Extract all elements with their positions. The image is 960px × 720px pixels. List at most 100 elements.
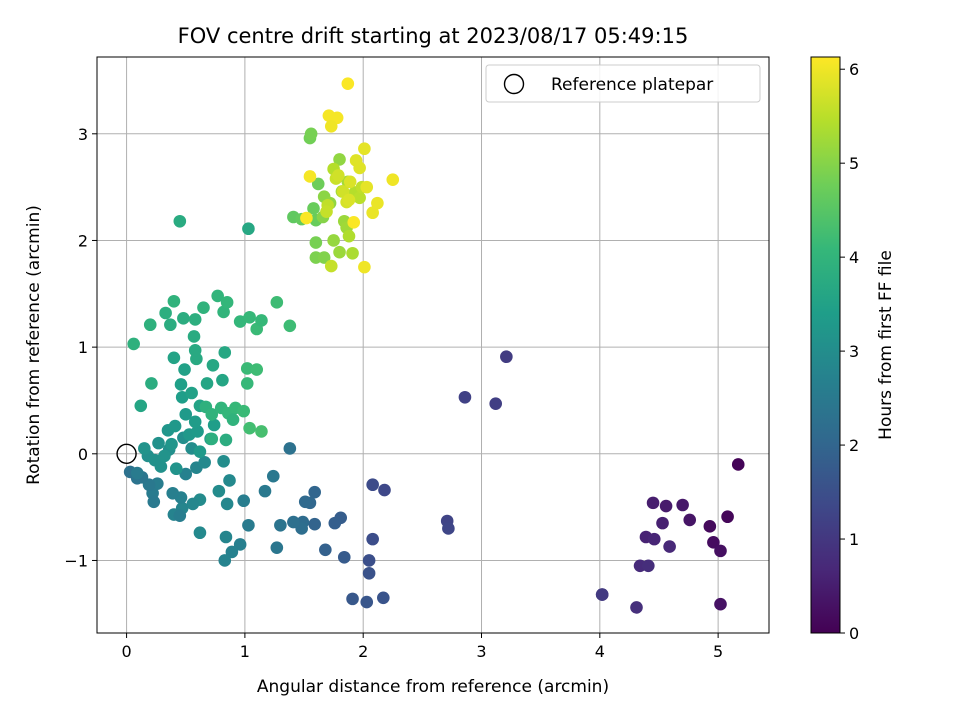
data-point — [362, 554, 376, 567]
data-point — [332, 169, 345, 182]
data-point — [173, 509, 187, 522]
data-point — [360, 180, 374, 194]
data-point — [595, 588, 609, 601]
data-point — [212, 484, 226, 498]
data-point — [343, 175, 357, 189]
data-point — [353, 191, 366, 205]
data-point — [319, 543, 332, 557]
data-point — [226, 413, 240, 426]
data-point — [167, 294, 181, 308]
data-point — [308, 517, 321, 531]
legend-box — [485, 64, 761, 103]
data-point — [366, 532, 379, 546]
data-point — [200, 377, 214, 390]
data-point — [324, 259, 338, 273]
data-point — [240, 377, 254, 390]
data-point — [130, 466, 144, 480]
data-point — [714, 544, 727, 558]
data-point — [178, 363, 191, 376]
data-point — [179, 408, 193, 421]
data-point — [148, 453, 162, 467]
data-point — [233, 538, 247, 551]
data-point — [663, 540, 676, 553]
data-point — [185, 386, 198, 400]
data-point — [270, 541, 284, 554]
y-tick-label: 1 — [78, 338, 88, 357]
data-point — [647, 532, 661, 546]
data-point — [283, 442, 297, 455]
data-point — [342, 193, 356, 207]
y-tick-label: 2 — [78, 231, 88, 250]
data-point — [304, 127, 318, 141]
data-point — [270, 296, 284, 309]
data-point — [233, 315, 247, 328]
data-point — [186, 497, 200, 511]
data-point — [707, 536, 720, 549]
data-point — [205, 408, 219, 421]
reference-circle — [116, 443, 137, 464]
data-point — [303, 170, 317, 183]
data-point — [362, 566, 376, 580]
data-point — [242, 222, 255, 236]
data-point — [371, 196, 384, 210]
y-tick-label: −1 — [64, 551, 88, 570]
legend-open-circle-marker — [503, 73, 525, 95]
data-point — [220, 497, 234, 511]
data-point — [188, 344, 202, 357]
data-point — [191, 425, 204, 438]
data-point — [307, 202, 320, 215]
data-point — [283, 319, 297, 333]
chart-title: FOV centre drift starting at 2023/08/17 … — [178, 24, 689, 48]
data-point — [442, 522, 455, 535]
y-tick-label: 0 — [78, 445, 88, 464]
colorbar-ticks: 0 1 2 3 4 5 6 — [840, 60, 859, 643]
data-point — [188, 313, 202, 326]
data-point — [177, 312, 190, 325]
legend: Reference platepar — [485, 64, 761, 103]
x-tick-label: 5 — [713, 642, 723, 661]
data-point — [721, 510, 734, 524]
x-tick-label: 0 — [121, 642, 131, 661]
data-point — [243, 421, 256, 435]
data-point — [218, 346, 232, 359]
data-point — [255, 314, 268, 327]
data-point — [134, 399, 148, 413]
data-point — [193, 526, 207, 540]
data-point — [328, 516, 342, 530]
data-point — [207, 418, 221, 432]
data-point — [179, 467, 193, 481]
data-point — [327, 234, 340, 247]
y-axis-ticks: −1 0 1 2 3 — [64, 125, 97, 570]
data-point — [274, 518, 287, 532]
data-point — [169, 462, 183, 476]
data-point — [676, 498, 689, 512]
y-axis-label: Rotation from reference (arcmin) — [24, 205, 44, 485]
data-point — [206, 358, 220, 372]
data-point — [731, 458, 745, 471]
data-point — [243, 310, 256, 324]
data-point — [175, 390, 189, 404]
data-point — [309, 236, 323, 249]
data-point — [173, 214, 187, 228]
data-point — [165, 437, 178, 451]
data-point — [158, 449, 171, 463]
data-point — [308, 485, 321, 499]
reference-platepar-marker — [116, 443, 137, 464]
data-points — [123, 77, 745, 614]
data-point — [216, 373, 229, 387]
colorbar: 0 1 2 3 4 5 6 Hours from first FF file — [810, 56, 896, 643]
data-point — [317, 251, 331, 264]
data-point — [143, 318, 157, 332]
x-tick-label: 3 — [476, 642, 486, 661]
data-point — [250, 363, 264, 376]
data-point — [353, 161, 366, 175]
data-point — [500, 350, 513, 364]
data-point — [714, 597, 727, 611]
data-point — [346, 592, 359, 606]
data-point — [378, 483, 391, 497]
data-point — [218, 554, 232, 567]
data-point — [337, 550, 351, 564]
data-point — [300, 211, 313, 225]
colorbar-tick-label: 0 — [849, 624, 859, 643]
